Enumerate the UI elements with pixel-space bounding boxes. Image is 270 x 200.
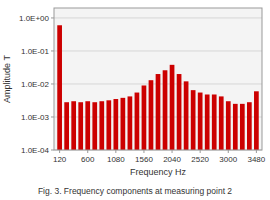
bar <box>198 93 203 150</box>
page: Chart html, body { margin: 0; padding: 0… <box>0 0 270 200</box>
bar <box>233 104 238 150</box>
y-axis-label: Amplitude T <box>2 55 12 103</box>
bar <box>85 101 90 150</box>
bar <box>254 91 259 150</box>
x-tick-label: 3480 <box>247 155 265 164</box>
x-tick-label: 2520 <box>191 155 209 164</box>
x-tick <box>115 150 116 153</box>
x-tick-label: 2040 <box>163 155 181 164</box>
bar <box>219 96 224 150</box>
bar <box>57 25 62 150</box>
y-tick-label: 1.0E-04 <box>21 146 50 155</box>
bar <box>163 70 168 150</box>
y-axis: 1.0E-04 1.0E-03 1.0E-02 1.0E-01 1.0E+00 <box>19 14 54 155</box>
page-body: {"chart_data": {"type": "bar", "title": … <box>0 0 270 200</box>
x-tick-label: 120 <box>53 155 67 164</box>
x-axis: 120 600 1080 1560 2040 2520 3000 3480 <box>53 150 266 164</box>
grid-line <box>54 50 262 51</box>
y-tick-label: 1.0E+00 <box>19 14 50 23</box>
bar <box>78 102 83 150</box>
bar <box>128 96 133 150</box>
y-tick <box>51 116 54 117</box>
bar <box>92 102 97 150</box>
bar <box>121 98 126 150</box>
bar <box>184 81 189 150</box>
bar <box>247 102 252 150</box>
bar <box>113 99 118 150</box>
x-tick <box>256 150 257 153</box>
bar <box>71 101 76 150</box>
y-tick <box>51 150 54 151</box>
x-tick <box>228 150 229 153</box>
x-tick-label: 600 <box>81 155 95 164</box>
bar <box>226 101 231 150</box>
x-tick <box>87 150 88 153</box>
bar <box>106 100 111 150</box>
x-tick-label: 1560 <box>135 155 153 164</box>
bar <box>99 101 104 150</box>
bar <box>212 94 217 150</box>
x-axis-label: Frequency Hz <box>130 167 187 177</box>
plot-frame <box>54 8 262 150</box>
bar <box>149 80 154 150</box>
y-tick <box>51 83 54 84</box>
grid <box>54 18 262 150</box>
grid-line <box>54 17 262 18</box>
y-tick-label: 1.0E-01 <box>21 47 50 56</box>
bar <box>240 104 245 150</box>
title: Fig. 3. Frequency components at measurin… <box>38 186 232 196</box>
bar <box>64 102 69 150</box>
y-tick-label: 1.0E-03 <box>21 113 50 122</box>
y-tick <box>51 50 54 51</box>
bar <box>142 85 147 150</box>
bar <box>170 65 175 150</box>
bar <box>135 93 140 150</box>
bar <box>156 74 161 150</box>
y-tick-label: 1.0E-02 <box>21 80 50 89</box>
x-tick-label: 1080 <box>107 155 125 164</box>
bars <box>57 25 258 150</box>
chart: 1.0E-04 1.0E-03 1.0E-02 1.0E-01 1.0E+00 120 60… <box>0 0 270 200</box>
plot-background <box>54 8 262 150</box>
x-tick <box>59 150 60 153</box>
x-tick-label: 3000 <box>219 155 237 164</box>
x-tick <box>143 150 144 153</box>
bar <box>191 90 196 150</box>
x-tick <box>200 150 201 153</box>
x-tick <box>172 150 173 153</box>
y-tick <box>51 17 54 18</box>
bar <box>205 94 210 150</box>
bar <box>177 74 182 150</box>
